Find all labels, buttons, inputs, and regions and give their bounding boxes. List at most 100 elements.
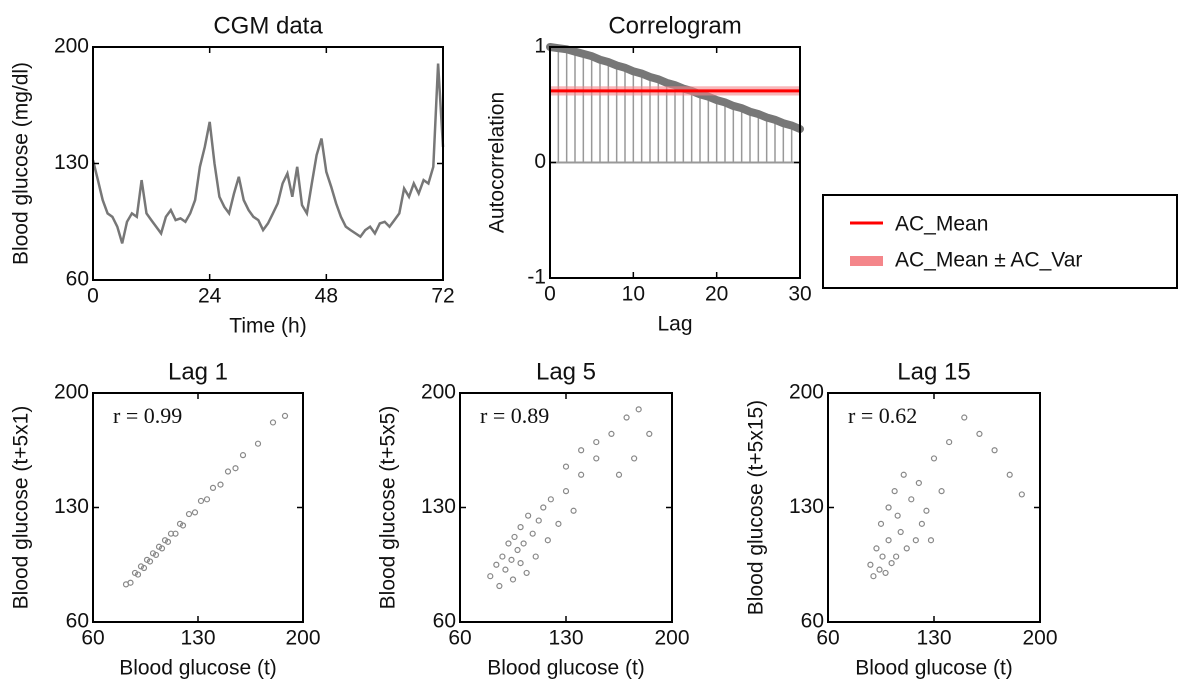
scatter-point xyxy=(146,558,154,565)
scatter-point xyxy=(232,465,239,472)
scatter-point xyxy=(891,488,898,495)
scatter-point xyxy=(517,524,524,531)
scatter-point xyxy=(203,496,211,503)
y-tick-label: 200 xyxy=(421,381,456,404)
y-tick-label: 130 xyxy=(54,495,89,518)
scatter-point xyxy=(1006,471,1013,478)
legend-label: AC_Mean ± AC_Var xyxy=(895,249,1082,272)
scatter-point xyxy=(185,510,193,518)
scatter-point xyxy=(867,561,874,568)
scatter-point xyxy=(991,447,998,454)
x-tick-label: 24 xyxy=(198,285,222,308)
x-tick-label: 0 xyxy=(544,283,556,306)
scatter-point xyxy=(903,545,910,552)
chart-title: Lag 5 xyxy=(536,358,596,385)
acf-curve xyxy=(546,43,804,133)
x-axis-label: Lag xyxy=(657,313,692,336)
scatter-point xyxy=(570,507,577,514)
scatter-point xyxy=(885,537,892,544)
chart-title: Lag 1 xyxy=(168,358,228,385)
scatter-point xyxy=(608,430,615,437)
x-tick-label: 48 xyxy=(315,285,338,308)
scatter-point xyxy=(525,512,532,519)
scatter-point xyxy=(578,471,585,478)
x-tick-label: 20 xyxy=(705,283,728,306)
y-tick-label: 130 xyxy=(54,151,89,174)
x-tick-label: 60 xyxy=(816,627,839,650)
scatter-point xyxy=(876,566,883,573)
scatter-point xyxy=(908,496,915,503)
scatter-point xyxy=(152,551,160,559)
scatter-point xyxy=(578,447,585,454)
x-axis-label: Time (h) xyxy=(229,315,306,338)
scatter-point xyxy=(502,566,509,573)
scatter-point xyxy=(269,419,277,426)
scatter-point xyxy=(915,479,922,487)
scatter-point xyxy=(1018,491,1025,498)
cgm-line xyxy=(91,63,445,244)
x-tick-label: 130 xyxy=(180,627,215,650)
scatter-point xyxy=(505,540,512,547)
scatter-point xyxy=(535,517,542,524)
scatter-point xyxy=(520,540,527,547)
y-tick-label: 130 xyxy=(421,495,456,518)
scatter-point xyxy=(593,438,600,446)
chart-title: CGM data xyxy=(213,12,323,39)
x-tick-label: 72 xyxy=(431,285,454,308)
scatter-point xyxy=(172,530,179,537)
scatter-point xyxy=(164,538,172,545)
y-tick-label: -1 xyxy=(527,266,546,289)
x-axis-label: Blood glucose (t) xyxy=(487,657,645,680)
scatter-point xyxy=(179,522,187,529)
scatter-point xyxy=(877,520,885,527)
scatter-point xyxy=(523,569,530,577)
legend-label: AC_Mean xyxy=(895,213,988,236)
scatter-point xyxy=(127,579,134,586)
x-tick-label: 60 xyxy=(448,627,471,650)
scatter-point xyxy=(508,556,515,563)
y-tick-label: 1 xyxy=(534,35,546,58)
scatter-point xyxy=(961,414,968,421)
y-axis-label: Autocorrelation xyxy=(486,92,509,233)
y-tick-label: 60 xyxy=(66,610,89,633)
scatter-point xyxy=(897,528,904,536)
x-tick-label: 30 xyxy=(788,283,811,306)
y-tick-label: 130 xyxy=(789,495,824,518)
scatter-point xyxy=(547,496,554,503)
y-tick-label: 200 xyxy=(54,381,89,404)
y-tick-label: 60 xyxy=(433,610,456,633)
scatter-point xyxy=(487,573,494,580)
scatter-point xyxy=(176,520,184,527)
scatter-point xyxy=(197,497,205,505)
y-tick-label: 0 xyxy=(534,150,546,173)
scatter-point xyxy=(517,560,524,567)
scatter-point xyxy=(930,455,938,462)
scatter-point xyxy=(923,507,930,514)
scatter-point xyxy=(134,571,142,578)
x-tick-label: 0 xyxy=(87,285,99,308)
scatter-point xyxy=(143,556,151,563)
scatter-point xyxy=(918,520,925,527)
annotation: r = 0.99 xyxy=(113,403,182,428)
scatter-point xyxy=(155,543,163,550)
scatter-point xyxy=(646,430,653,437)
scatter-point xyxy=(631,455,638,462)
scatter-point xyxy=(879,553,886,560)
y-axis-label: Blood glucose (t+5x15) xyxy=(745,400,768,615)
x-tick-label: 130 xyxy=(548,627,583,650)
scatter-point xyxy=(882,569,889,577)
scatter-point xyxy=(976,430,983,437)
scatter-point xyxy=(239,452,247,459)
scatter-point xyxy=(158,545,166,552)
annotation: r = 0.89 xyxy=(480,403,549,428)
scatter-point xyxy=(131,569,139,577)
y-tick-label: 60 xyxy=(66,268,89,291)
x-tick-label: 200 xyxy=(654,627,689,650)
scatter-point xyxy=(873,545,880,552)
scatter-point xyxy=(493,561,500,568)
scatter-point xyxy=(870,573,877,580)
scatter-point xyxy=(555,520,562,527)
scatter-point xyxy=(529,530,536,537)
scatter-point xyxy=(615,471,623,478)
